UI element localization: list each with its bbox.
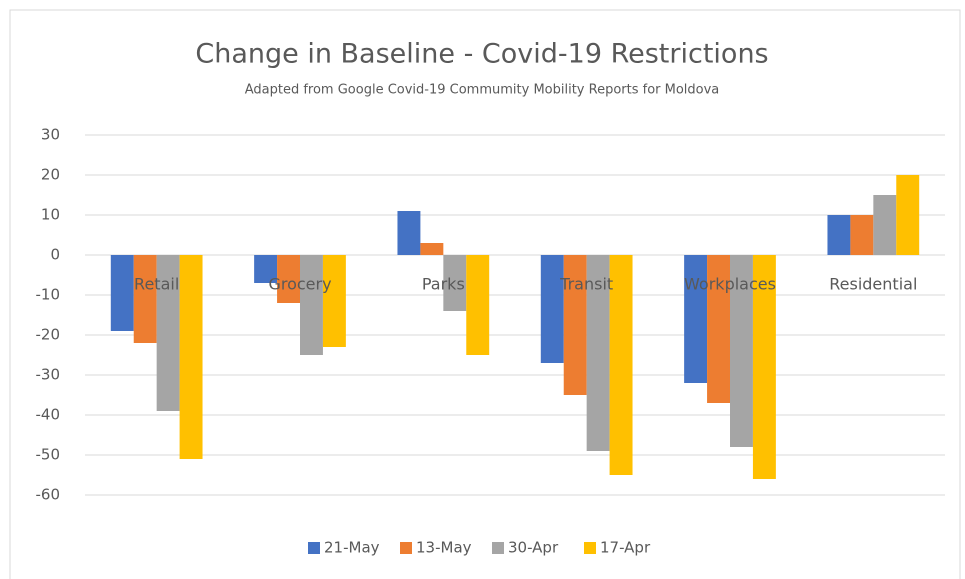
bar — [707, 255, 730, 403]
y-tick-label: 20 — [41, 166, 60, 184]
bar — [850, 215, 874, 255]
bar — [156, 255, 180, 411]
chart-title: Change in Baseline - Covid-19 Restrictio… — [195, 39, 768, 70]
y-tick-label: -60 — [36, 486, 61, 504]
bar — [896, 175, 920, 255]
bar — [420, 243, 444, 255]
y-tick-label: -10 — [36, 286, 61, 304]
bar — [752, 255, 776, 479]
bar — [563, 255, 587, 395]
bar — [300, 255, 323, 355]
bar — [322, 255, 346, 347]
bar — [609, 255, 633, 475]
legend-swatch — [492, 542, 504, 554]
x-tick-label: Grocery — [268, 275, 331, 294]
y-tick-label: 0 — [50, 246, 60, 264]
x-tick-label: Residential — [829, 275, 917, 294]
bar — [684, 255, 708, 383]
legend-label: 21-May — [324, 539, 380, 557]
bar — [443, 255, 467, 311]
bar — [397, 211, 421, 255]
bar — [179, 255, 203, 459]
x-tick-label: Parks — [422, 275, 465, 294]
bar — [873, 195, 897, 255]
bar — [540, 255, 564, 363]
bar — [277, 255, 300, 303]
bar — [586, 255, 610, 451]
bar — [254, 255, 278, 283]
bar — [133, 255, 157, 343]
legend-swatch — [400, 542, 412, 554]
x-tick-label: Transit — [559, 275, 613, 294]
bar — [466, 255, 490, 355]
bar — [827, 215, 851, 255]
chart-subtitle: Adapted from Google Covid-19 Commumity M… — [245, 83, 720, 98]
legend-swatch — [308, 542, 320, 554]
y-tick-label: -30 — [36, 366, 61, 384]
legend-label: 17-Apr — [600, 539, 651, 557]
y-tick-label: -50 — [36, 446, 61, 464]
x-tick-label: Workplaces — [684, 275, 776, 294]
y-tick-label: -20 — [36, 326, 61, 344]
x-tick-label: Retail — [134, 275, 179, 294]
y-tick-label: 30 — [41, 126, 60, 144]
y-tick-label: 10 — [41, 206, 60, 224]
y-tick-label: -40 — [36, 406, 61, 424]
bar — [730, 255, 753, 447]
legend-label: 13-May — [416, 539, 472, 557]
bar — [110, 255, 134, 331]
legend-swatch — [584, 542, 596, 554]
legend-label: 30-Apr — [508, 539, 559, 557]
